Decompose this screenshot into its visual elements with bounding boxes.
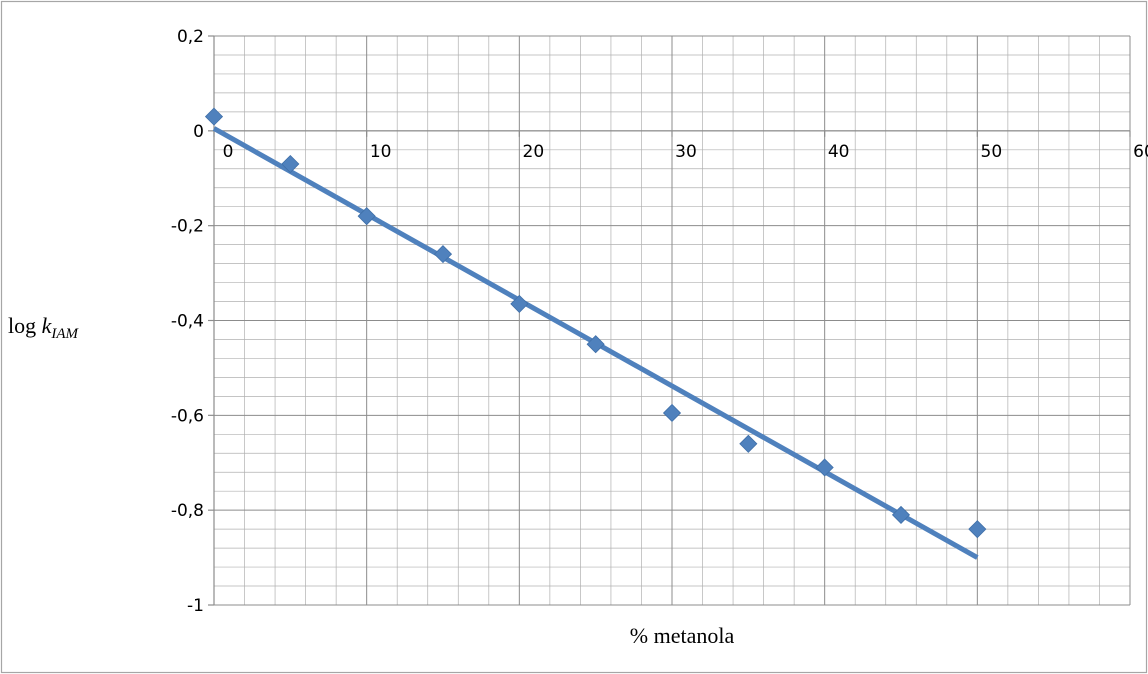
y-tick-label: 0,2 <box>177 27 204 47</box>
x-axis-title: % metanola <box>630 623 735 648</box>
x-tick-label: 40 <box>828 142 850 162</box>
y-axis-title-subscript: IAM <box>50 326 79 342</box>
y-axis-title-prefix: log <box>8 313 42 338</box>
y-tick-labels: 0,2 0 -0,2 -0,4 -0,6 -0,8 -1 <box>171 27 204 616</box>
data-point <box>586 335 605 354</box>
y-tick-label: -0,6 <box>171 406 204 426</box>
y-tick-label: -1 <box>187 596 204 616</box>
data-point <box>433 245 453 264</box>
y-tick-label: -0,8 <box>171 501 204 521</box>
data-points <box>204 107 987 539</box>
data-point <box>510 294 529 313</box>
x-tick-label: 0 <box>223 142 234 162</box>
data-point <box>968 520 987 539</box>
data-point <box>281 154 300 174</box>
x-tick-label: 60 <box>1133 142 1148 162</box>
data-point <box>204 107 224 126</box>
y-tick-label: 0 <box>193 122 204 142</box>
data-point <box>739 434 758 453</box>
y-axis-title: log kIAM <box>8 313 80 342</box>
x-tick-label: 50 <box>981 142 1003 162</box>
x-tick-label: 20 <box>523 142 545 162</box>
x-tick-labels: 0 10 20 30 40 50 60 <box>223 142 1148 162</box>
y-axis-title-variable: k <box>42 313 53 338</box>
x-tick-label: 10 <box>370 142 392 162</box>
x-tick-label: 30 <box>675 142 697 162</box>
data-point <box>815 458 834 477</box>
data-point <box>662 403 682 423</box>
data-point <box>891 505 911 524</box>
y-tick-label: -0,4 <box>171 312 204 332</box>
y-tick-label: -0,2 <box>171 217 204 237</box>
data-point <box>357 207 376 226</box>
